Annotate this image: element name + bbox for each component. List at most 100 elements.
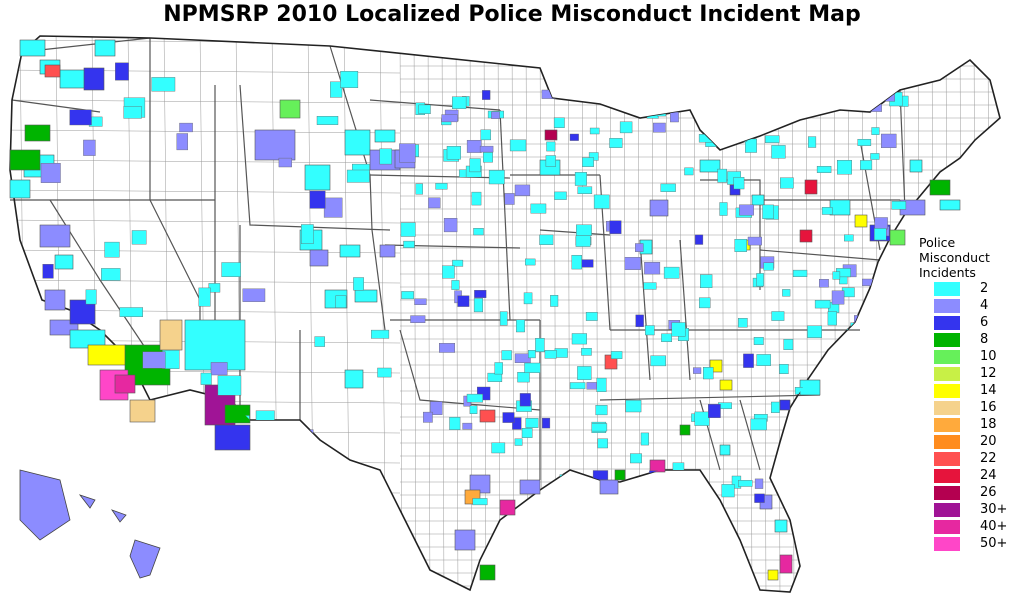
incident-county xyxy=(462,422,473,430)
legend-label: 12 xyxy=(980,366,997,381)
incident-county xyxy=(808,136,817,148)
incident-county xyxy=(354,289,378,303)
incident-county xyxy=(884,479,899,491)
incident-county xyxy=(221,262,241,278)
incident-county xyxy=(734,238,747,252)
legend-swatch xyxy=(934,452,960,466)
incident-county xyxy=(451,280,460,290)
incident-county xyxy=(780,177,794,189)
incident-county xyxy=(224,404,251,424)
state-border xyxy=(899,89,906,211)
incident-county xyxy=(661,333,673,343)
legend-item: 16 xyxy=(919,400,1024,416)
incident-county xyxy=(645,325,655,336)
incident-county xyxy=(939,199,961,211)
incident-county xyxy=(635,243,644,252)
incident-county xyxy=(473,227,484,236)
incident-county xyxy=(301,224,314,244)
legend-item: 18 xyxy=(919,417,1024,433)
incident-county xyxy=(449,417,461,431)
incident-county xyxy=(200,372,212,385)
incident-county xyxy=(442,265,455,279)
incident-county xyxy=(487,372,503,383)
incident-county xyxy=(479,564,496,581)
incident-county xyxy=(854,214,868,228)
incident-county xyxy=(554,348,568,358)
legend-swatch xyxy=(934,316,960,330)
legend-item: 30+ xyxy=(919,502,1024,518)
incident-county xyxy=(488,170,505,185)
incident-county xyxy=(512,417,522,430)
incident-county xyxy=(866,410,880,420)
incident-county xyxy=(591,423,608,432)
incident-county xyxy=(874,217,888,230)
incident-county xyxy=(762,204,775,219)
incident-county xyxy=(649,199,669,217)
alaska-shape xyxy=(19,469,71,541)
incident-county xyxy=(435,182,448,190)
incident-county xyxy=(774,519,788,533)
incident-county xyxy=(771,311,785,321)
incident-county xyxy=(610,351,623,359)
incident-county xyxy=(661,498,670,506)
incident-county xyxy=(414,298,427,306)
incident-county xyxy=(841,393,852,404)
map-legend: Police Misconduct Incidents 2 4 6 8 10 12 14 16… xyxy=(919,235,1024,552)
incident-county xyxy=(831,290,845,305)
state-border xyxy=(639,239,651,381)
incident-county xyxy=(517,372,530,383)
incident-county xyxy=(753,95,762,105)
incident-county xyxy=(439,343,456,353)
legend-swatch xyxy=(934,299,960,313)
incident-county xyxy=(763,262,774,271)
incident-county xyxy=(379,148,393,165)
incident-county xyxy=(571,254,582,270)
incident-county xyxy=(620,95,633,109)
incident-county xyxy=(867,304,883,314)
incident-county xyxy=(733,176,745,190)
incident-county xyxy=(719,202,728,216)
incident-county xyxy=(530,203,547,214)
legend-item: 22 xyxy=(919,451,1024,467)
incident-county xyxy=(539,234,554,245)
incident-county xyxy=(649,459,666,473)
incident-county xyxy=(699,159,721,173)
incident-county xyxy=(860,160,873,170)
legend-label: 8 xyxy=(980,332,989,347)
incident-county xyxy=(501,350,512,361)
incident-county xyxy=(454,529,476,551)
incident-county xyxy=(254,129,296,161)
legend-item: 24 xyxy=(919,468,1024,484)
legend-swatch xyxy=(934,282,960,296)
incident-county xyxy=(39,224,71,248)
incident-county xyxy=(523,292,533,305)
incident-county xyxy=(542,417,551,429)
incident-county xyxy=(371,329,390,339)
legend-swatch xyxy=(934,435,960,449)
incident-county xyxy=(423,411,433,423)
legend-item: 10 xyxy=(919,349,1024,365)
legend-item: 8 xyxy=(919,332,1024,348)
incident-county xyxy=(582,157,594,167)
state-border xyxy=(699,399,721,471)
incident-county xyxy=(743,353,754,368)
incident-county xyxy=(589,127,600,135)
incident-county xyxy=(491,111,500,119)
incident-county xyxy=(909,159,923,173)
incident-county xyxy=(494,362,503,375)
incident-county xyxy=(499,311,508,326)
incident-county xyxy=(663,266,680,279)
incident-county xyxy=(792,269,808,278)
legend-label: 2 xyxy=(980,281,989,296)
incident-county xyxy=(214,424,251,451)
incident-county xyxy=(814,300,831,309)
incident-county xyxy=(640,93,656,105)
incident-county xyxy=(621,491,634,502)
incident-county xyxy=(929,179,951,196)
state-border xyxy=(369,174,511,179)
incident-county xyxy=(502,412,515,423)
legend-label: 16 xyxy=(980,400,997,415)
incident-county xyxy=(694,234,704,245)
state-border xyxy=(539,229,611,236)
incident-county xyxy=(635,314,644,327)
